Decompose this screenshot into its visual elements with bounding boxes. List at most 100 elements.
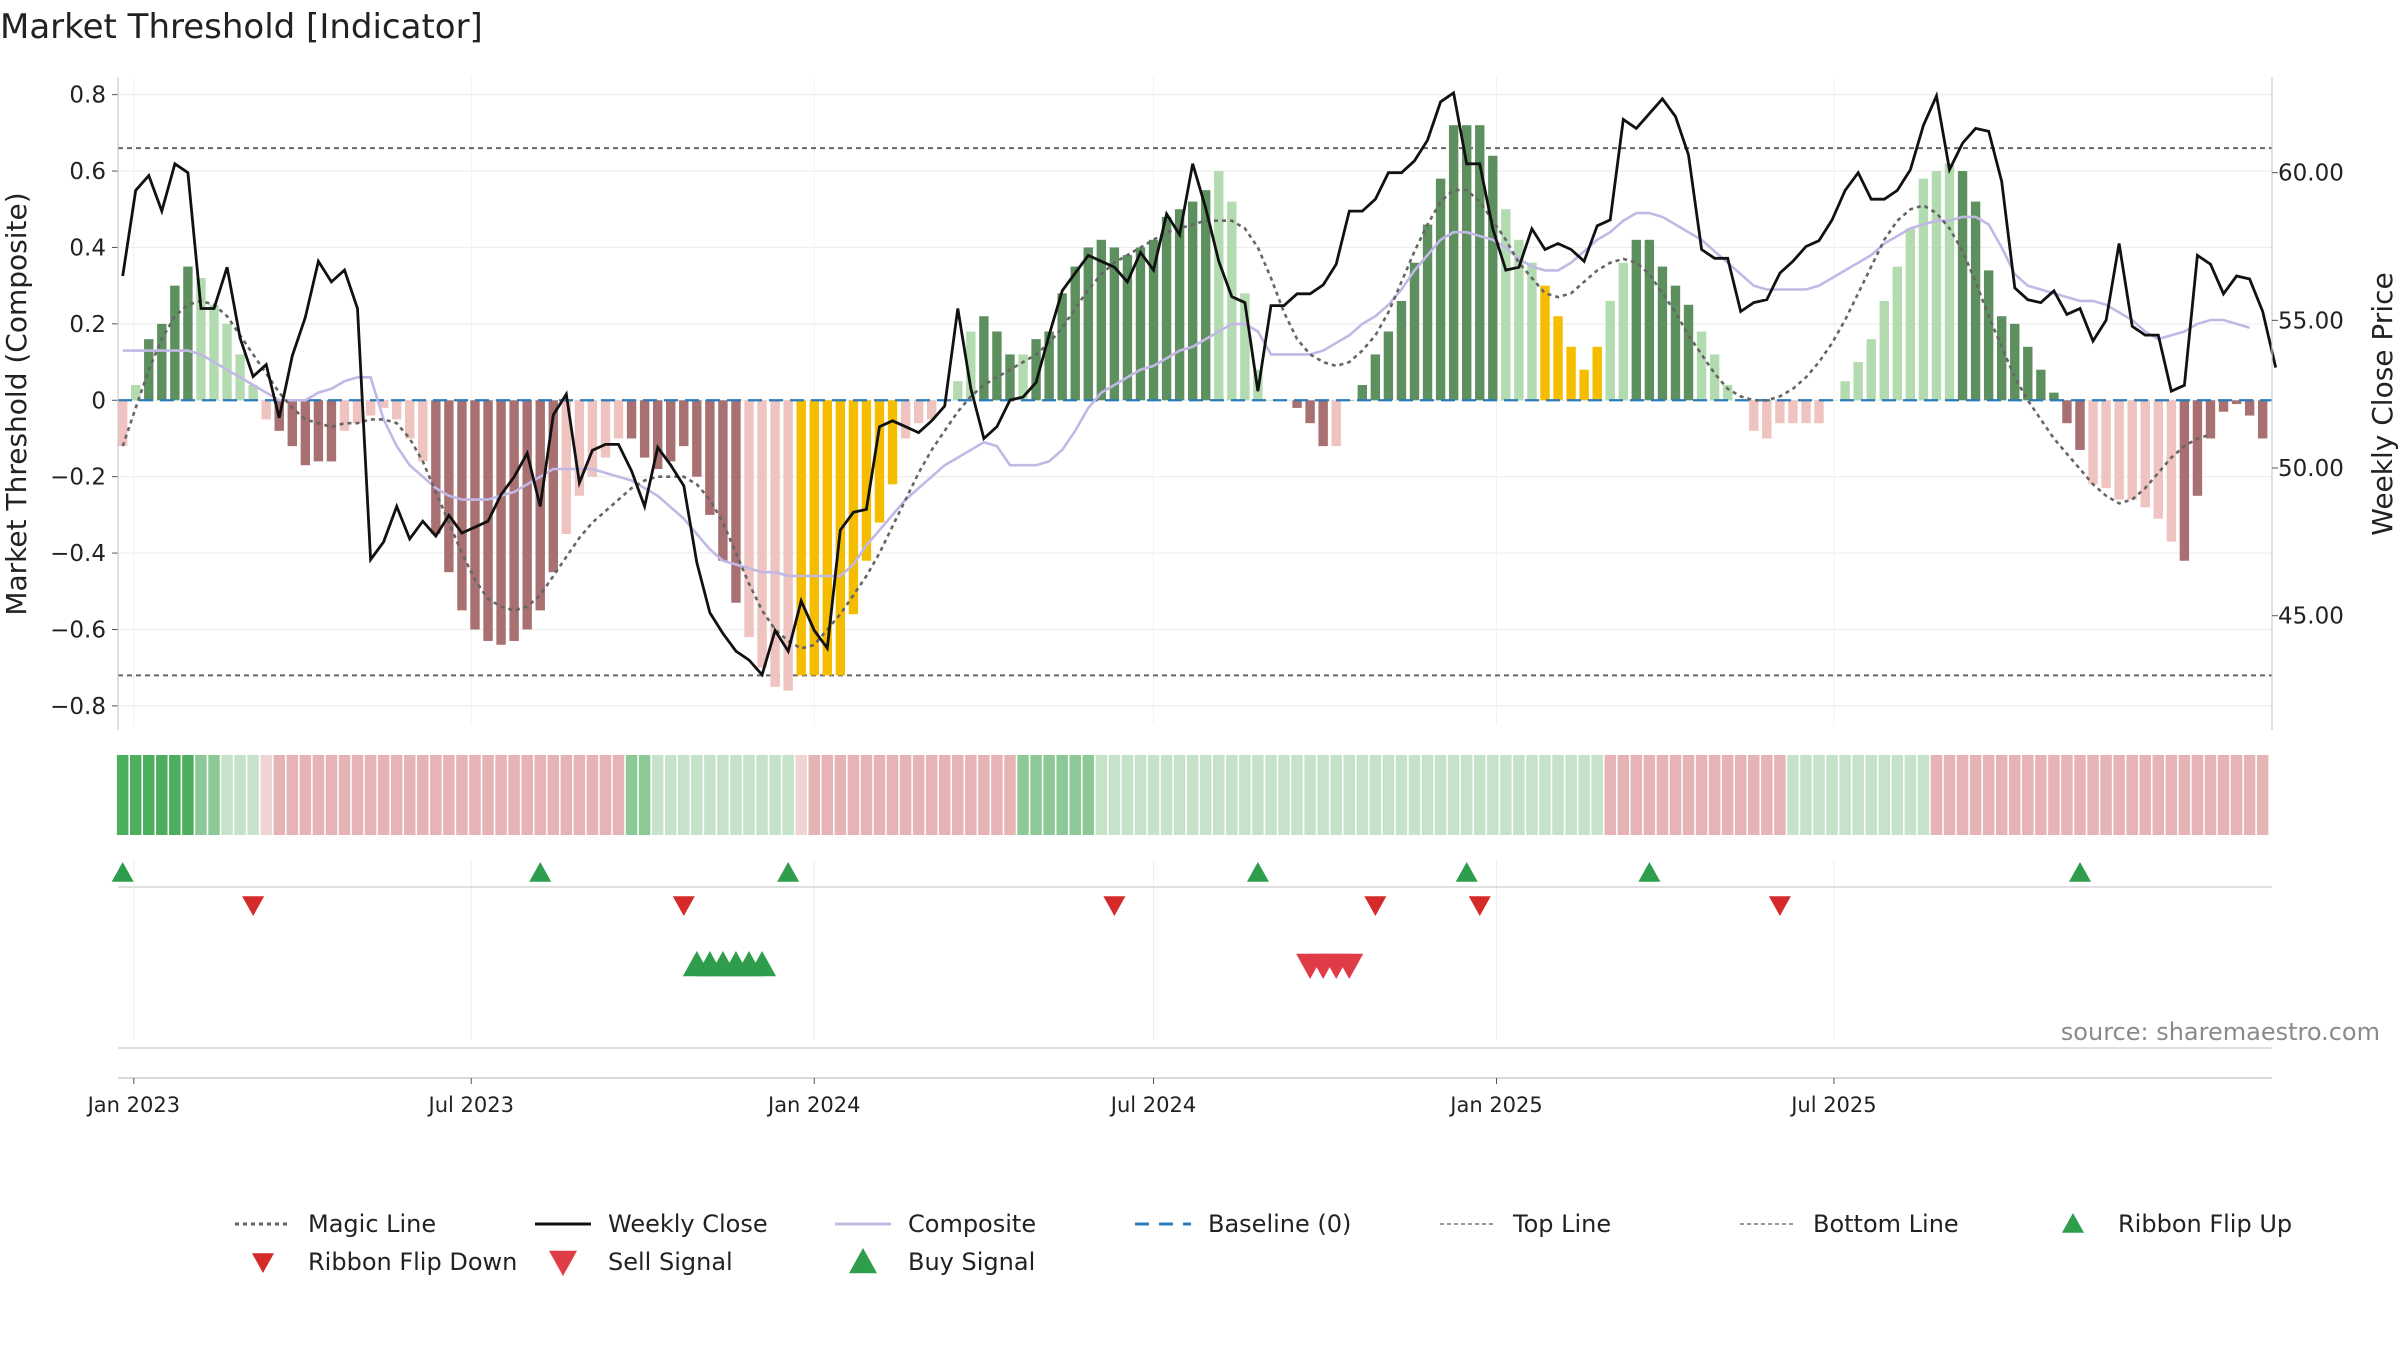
ribbon-cell [403,755,416,835]
histogram-bar [2127,400,2137,500]
ribbon-cell [377,755,390,835]
histogram-bar [2166,400,2177,542]
histogram-bar [953,381,963,401]
ribbon-cell [2126,755,2138,835]
ribbon-flip-up-marker [1455,862,1478,882]
ribbon-cell [547,755,560,835]
histogram-bar [1566,346,1576,401]
histogram-bar [1201,190,1211,401]
histogram-bar [117,400,128,447]
legend-item: Baseline (0) [1135,1210,1351,1238]
histogram-bar [405,400,415,439]
ribbon-cell [1800,755,1812,835]
ribbon-flip-up-marker [1246,862,1269,882]
ribbon-cell [1565,755,1577,835]
ribbon-cell [2100,755,2112,835]
ribbon-flip-up-marker [2068,862,2091,882]
histogram-bar [705,400,715,515]
legend-item: Sell Signal [549,1248,733,1276]
histogram-bar [1983,270,1994,401]
ribbon-cell [1278,755,1290,835]
ribbon-cell [508,755,520,835]
histogram-bar [626,400,637,439]
ribbon-cell [1839,755,1851,835]
ribbon-flip-down-marker [1103,896,1126,916]
ribbon-cell [1748,755,1760,835]
ribbon-cell [443,755,455,835]
histogram-bar [2205,400,2216,439]
ribbon-cell [1995,755,2008,835]
histogram-bar [1057,293,1067,401]
chart-title: Market Threshold [Indicator] [0,7,483,47]
histogram-bar [170,285,180,401]
ribbon-cell [1134,755,1147,835]
ribbon-cell [1721,755,1734,835]
histogram-bar [313,400,324,462]
ribbon-cell [795,755,807,835]
sell-signal-marker [1335,953,1364,979]
histogram-bar [796,400,806,676]
histogram-bar [2075,400,2085,450]
ribbon-cell [1447,755,1460,835]
histogram-bar [2244,400,2255,416]
ribbon-cell [730,755,742,835]
ribbon-cell [2178,755,2191,835]
ribbon-cell [1500,755,1512,835]
y-right-tick-label: 50.00 [2278,456,2344,482]
ribbon-cell [1904,755,1917,835]
histogram-bar [744,400,754,638]
ribbon-cell [495,755,507,835]
histogram-bar [209,304,219,401]
ribbon-cell [1669,755,1682,835]
histogram-bar [1801,400,1811,424]
ribbon-cell [1369,755,1382,835]
ribbon-flip-up-marker [777,862,800,882]
histogram-bar [339,400,350,431]
histogram-bar [1605,300,1615,401]
signal-markers [111,860,2272,1049]
ribbon-cell [1813,755,1825,835]
ribbon-cell [2230,755,2243,835]
histogram-bar [874,400,885,523]
y-left-tick-label: −0.4 [50,541,106,567]
legend-label: Buy Signal [908,1248,1035,1276]
histogram-bar [2062,400,2072,424]
ribbon-cell [1930,755,1943,835]
histogram-bar [1618,262,1628,401]
legend-item: Ribbon Flip Up [2062,1210,2292,1238]
ribbon-cell [1043,755,1055,835]
histogram-bar [926,400,937,420]
histogram-bar [1357,384,1368,401]
histogram-bar [1161,216,1172,401]
histogram-bar [1292,400,1302,408]
y-left-tick-label: 0 [91,388,106,414]
histogram-bar [1905,228,1916,401]
ribbon-cell [1943,755,1956,835]
histogram-bar [1722,384,1733,401]
legend-label: Baseline (0) [1208,1210,1351,1238]
ribbon-cell [1434,755,1447,835]
legend-label: Top Line [1512,1210,1611,1238]
ribbon-cell [612,755,625,835]
legend-item: Bottom Line [1740,1210,1959,1238]
ribbon-cell [182,755,194,835]
histogram-bar [1696,331,1707,401]
ribbon-cell [2035,755,2047,835]
x-tick-label: Jul 2024 [1109,1093,1196,1117]
ribbon-cell [2152,755,2165,835]
histogram-bar [1670,285,1681,401]
ribbon-cell [1460,755,1473,835]
ribbon-cell [769,755,781,835]
ribbon-cell [1891,755,1904,835]
ribbon-cell [651,755,664,835]
histogram-bar [1501,209,1511,401]
threshold-lines [118,147,2272,677]
histogram-bar [183,266,193,401]
ribbon-cell [1539,755,1551,835]
histogram-bar [378,400,389,408]
composite-line [122,211,2250,578]
magic-line [121,188,2211,651]
histogram-bar [2140,400,2150,508]
histogram-bar [1409,262,1420,401]
ribbon-flip-down-marker [1468,896,1491,916]
